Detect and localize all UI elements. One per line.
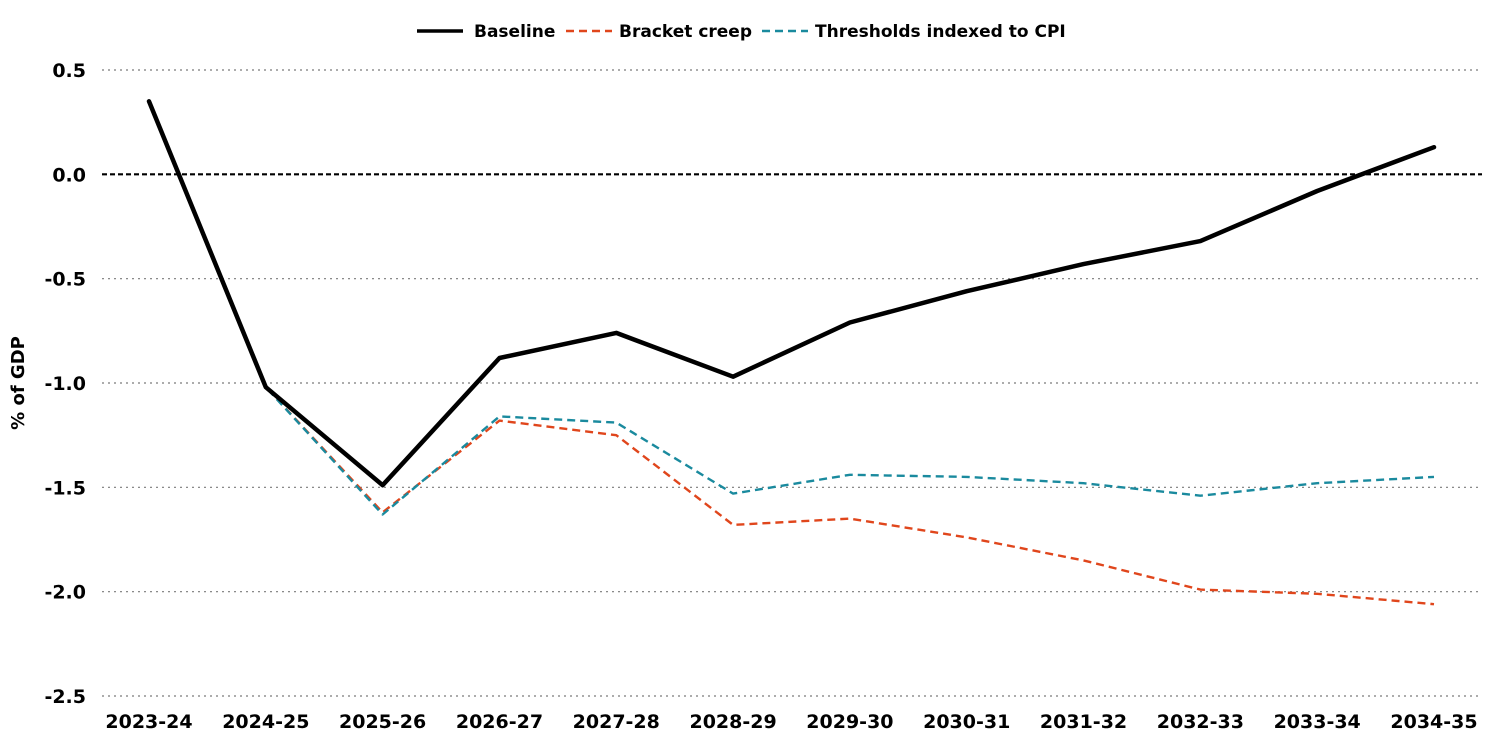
- x-tick-label: 2024-25: [222, 711, 309, 733]
- x-tick-label: 2029-30: [806, 711, 893, 733]
- x-tick-label: 2023-24: [105, 711, 192, 733]
- y-tick-label: -1.5: [44, 477, 86, 499]
- legend-label-bracket-creep: Bracket creep: [619, 22, 752, 42]
- x-tick-label: 2025-26: [339, 711, 426, 733]
- x-tick-label: 2034-35: [1390, 711, 1477, 733]
- x-tick-label: 2027-28: [573, 711, 660, 733]
- baseline-series-line: [146, 99, 1437, 488]
- x-tick-label: 2030-31: [923, 711, 1010, 733]
- y-tick-label: 0.0: [52, 164, 86, 186]
- y-tick-label: -2.0: [44, 582, 86, 604]
- y-axis-ticks: 0.5 0.0 -0.5 -1.0 -1.5 -2.0 -2.5: [44, 60, 86, 708]
- y-tick-label: -0.5: [44, 269, 86, 291]
- x-axis-ticks: 2023-24 2024-25 2025-26 2026-27 2027-28 2028-…: [105, 711, 1477, 733]
- y-tick-label: 0.5: [52, 60, 86, 82]
- legend: Baseline Bracket creep Thresholds indexed …: [417, 22, 1066, 42]
- x-tick-label: 2028-29: [689, 711, 776, 733]
- x-tick-label: 2031-32: [1040, 711, 1127, 733]
- y-tick-label: -2.5: [44, 686, 86, 708]
- bracket-creep-series-line: [147, 100, 1435, 606]
- x-tick-label: 2033-34: [1274, 711, 1361, 733]
- y-axis-title: % of GDP: [8, 336, 29, 430]
- legend-label-thresholds-indexed-to-cpi: Thresholds indexed to CPI: [815, 22, 1066, 42]
- x-tick-label: 2026-27: [456, 711, 543, 733]
- gridlines: [102, 69, 1482, 697]
- series-lines: [146, 99, 1437, 606]
- y-tick-label: -1.0: [44, 373, 86, 395]
- legend-label-baseline: Baseline: [474, 22, 555, 42]
- x-tick-label: 2032-33: [1157, 711, 1244, 733]
